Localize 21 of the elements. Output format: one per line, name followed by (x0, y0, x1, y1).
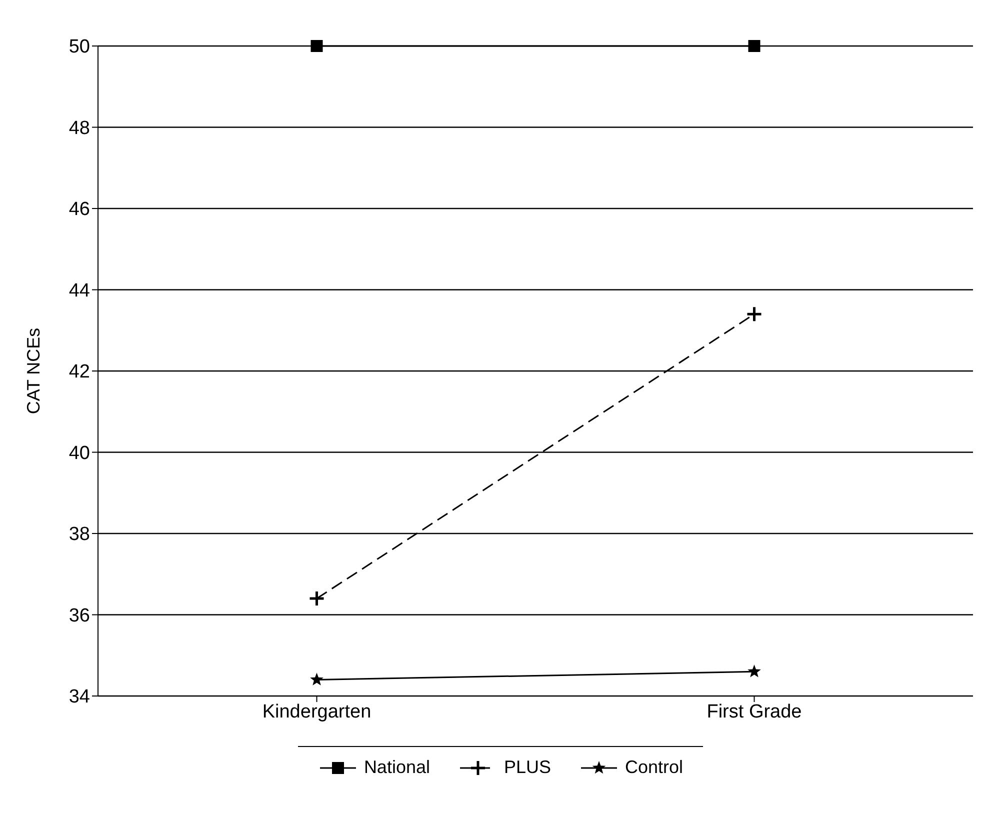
y-tick-label: 44 (68, 280, 90, 302)
y-axis-title: CAT NCEs (23, 328, 44, 414)
y-tick-label: 38 (68, 524, 90, 546)
point (746, 306, 762, 322)
point (310, 40, 323, 52)
point (308, 590, 325, 607)
x-tick-label: Kindergarten (262, 701, 372, 722)
y-tick-label: 40 (68, 442, 90, 464)
y-tick-label: 46 (68, 199, 90, 220)
y-tick-label: 34 (68, 686, 90, 708)
point (748, 664, 761, 678)
y-tick-label: 48 (68, 118, 90, 139)
legend-label: PLUS (504, 757, 552, 778)
legend-label: National (364, 757, 430, 778)
y-tick-label: 36 (68, 605, 90, 626)
point (310, 672, 324, 686)
point (748, 40, 760, 52)
y-tick-label: 50 (68, 36, 90, 58)
legend-label: Control (625, 757, 684, 778)
y-tick-label: 42 (68, 362, 90, 383)
x-tick-label: First Grade (706, 701, 802, 722)
